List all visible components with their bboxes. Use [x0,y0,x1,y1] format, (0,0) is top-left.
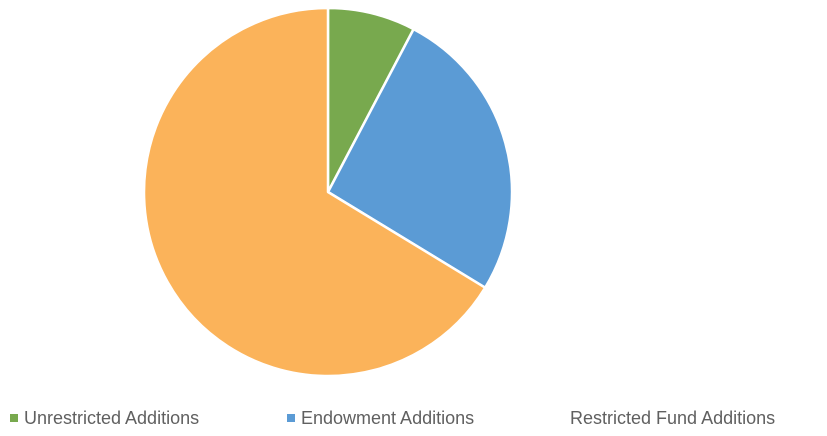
legend-label-unrestricted: Unrestricted Additions [24,407,200,428]
legend-item-unrestricted: Unrestricted Additions [10,404,199,432]
legend-label-restricted: Restricted Fund Additions [570,407,776,428]
legend-swatch-endowment [287,414,295,422]
legend-item-restricted: Restricted Fund Additions [570,404,775,432]
chart-legend: Unrestricted Additions Endowment Additio… [0,404,827,432]
pie-slice-restricted-fund-additions [142,6,487,378]
pie-plot-area [142,6,514,378]
pie-slice-endowment-additions [326,27,514,289]
legend-label-endowment: Endowment Additions [301,407,475,428]
legend-item-endowment: Endowment Additions [287,404,474,432]
legend-swatch-unrestricted [10,414,18,422]
